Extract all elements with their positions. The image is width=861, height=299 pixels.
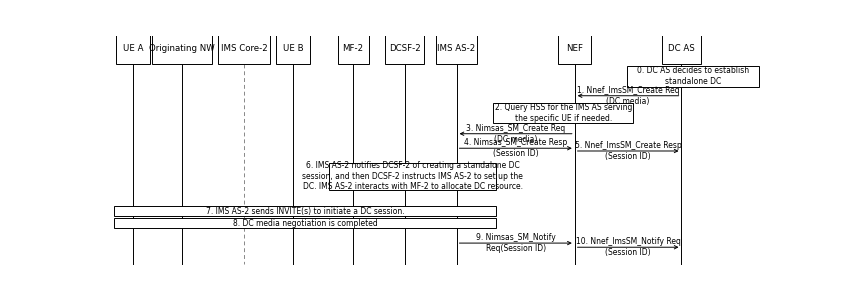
Text: 7. IMS AS-2 sends INVITE(s) to initiate a DC session.: 7. IMS AS-2 sends INVITE(s) to initiate … <box>206 207 405 216</box>
Text: 9. Nimsas_SM_Notify: 9. Nimsas_SM_Notify <box>476 233 555 242</box>
Text: IMS AS-2: IMS AS-2 <box>437 44 476 53</box>
Text: 8. DC media negotiation is completed: 8. DC media negotiation is completed <box>232 219 377 228</box>
Text: (DC media): (DC media) <box>606 97 650 106</box>
FancyBboxPatch shape <box>115 33 151 63</box>
Text: (DC media): (DC media) <box>494 135 537 144</box>
Text: 3. Nimsas_SM_Create Req: 3. Nimsas_SM_Create Req <box>466 123 566 132</box>
FancyBboxPatch shape <box>219 33 270 63</box>
FancyBboxPatch shape <box>558 33 592 63</box>
Text: 6. IMS AS-2 notifies DCSF-2 of creating a standalone DC
session, and then DCSF-2: 6. IMS AS-2 notifies DCSF-2 of creating … <box>302 161 523 191</box>
FancyBboxPatch shape <box>152 33 213 63</box>
Text: 4. Nimsas_SM_Create Resp: 4. Nimsas_SM_Create Resp <box>464 138 567 147</box>
Text: IMS Core-2: IMS Core-2 <box>221 44 268 53</box>
FancyBboxPatch shape <box>493 103 634 123</box>
Text: Req(Session ID): Req(Session ID) <box>486 244 546 253</box>
Text: 2. Query HSS for the IMS AS serving
the specific UE if needed.: 2. Query HSS for the IMS AS serving the … <box>495 103 632 123</box>
Text: Originating NW: Originating NW <box>150 44 215 53</box>
FancyBboxPatch shape <box>627 66 759 86</box>
Text: UE B: UE B <box>282 44 303 53</box>
FancyBboxPatch shape <box>385 33 424 63</box>
FancyBboxPatch shape <box>338 33 369 63</box>
Text: 0. DC AS decides to establish
standalone DC: 0. DC AS decides to establish standalone… <box>637 66 749 86</box>
Text: 5. Nnef_ImsSM_Create Resp: 5. Nnef_ImsSM_Create Resp <box>575 141 681 150</box>
Text: 10. Nnef_ImsSM_Notify Req: 10. Nnef_ImsSM_Notify Req <box>576 237 680 246</box>
Text: DC AS: DC AS <box>668 44 695 53</box>
FancyBboxPatch shape <box>115 219 496 228</box>
Text: (Session ID): (Session ID) <box>605 152 651 161</box>
Text: MF-2: MF-2 <box>343 44 363 53</box>
Text: (Session ID): (Session ID) <box>492 150 538 158</box>
FancyBboxPatch shape <box>329 163 496 190</box>
Text: 1. Nnef_ImsSM_Create Req: 1. Nnef_ImsSM_Create Req <box>577 86 679 94</box>
FancyBboxPatch shape <box>662 33 701 63</box>
FancyBboxPatch shape <box>115 206 496 216</box>
Text: DCSF-2: DCSF-2 <box>388 44 420 53</box>
FancyBboxPatch shape <box>436 33 477 63</box>
Text: UE A: UE A <box>123 44 143 53</box>
Text: NEF: NEF <box>567 44 583 53</box>
Text: (Session ID): (Session ID) <box>605 248 651 257</box>
FancyBboxPatch shape <box>276 33 310 63</box>
